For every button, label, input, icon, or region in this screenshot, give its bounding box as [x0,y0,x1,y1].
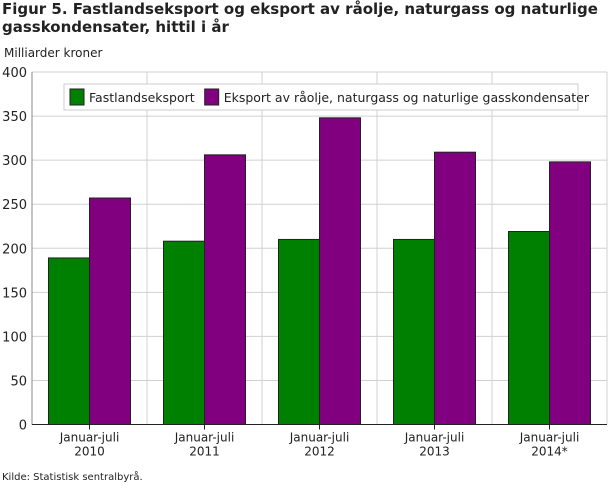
bar-fastland-3 [393,238,435,425]
x-tick-label: 2012 [304,445,335,459]
y-tick-label: 150 [2,286,27,301]
bar-olje-gass-1 [204,154,246,425]
bar-olje-gass-2 [319,117,361,425]
x-tick-label: 2013 [419,445,450,459]
y-tick-label: 300 [2,154,27,169]
y-axis-label: Milliarder kroner [4,46,103,60]
bar-fastland-1 [163,240,205,425]
y-tick-label: 100 [2,330,27,345]
bar-olje-gass-4 [549,161,591,425]
legend-label-1: Eksport av råolje, naturgass og naturlig… [224,90,590,105]
chart-title: Figur 5. Fastlandseksport og eksport av … [2,0,598,36]
legend [63,83,579,111]
legend-swatch-0 [69,88,85,106]
source-note: Kilde: Statistisk sentralbyrå. [2,472,143,483]
x-tick-label: Januar-juli [519,431,580,445]
x-tick-label: 2011 [189,445,220,459]
legend-swatch-1 [204,88,220,106]
y-tick-label: 200 [2,242,27,257]
legend-label-0: Fastlandseksport [89,90,195,105]
x-tick-label: Januar-juli [404,431,465,445]
x-tick-label: Januar-juli [59,431,120,445]
bar-olje-gass-0 [89,197,131,425]
y-tick-label: 50 [10,374,27,389]
bar-olje-gass-3 [434,151,476,425]
x-tick-label: Januar-juli [289,431,350,445]
y-tick-label: 400 [2,66,27,81]
y-tick-label: 350 [2,110,27,125]
y-tick-label: 250 [2,198,27,213]
bar-fastland-4 [508,231,550,425]
x-tick-label: 2010 [74,445,105,459]
x-tick-label: 2014* [531,445,568,459]
bar-fastland-0 [48,257,90,425]
bar-fastland-2 [278,238,320,425]
y-tick-label: 0 [19,419,27,434]
x-tick-label: Januar-juli [174,431,235,445]
